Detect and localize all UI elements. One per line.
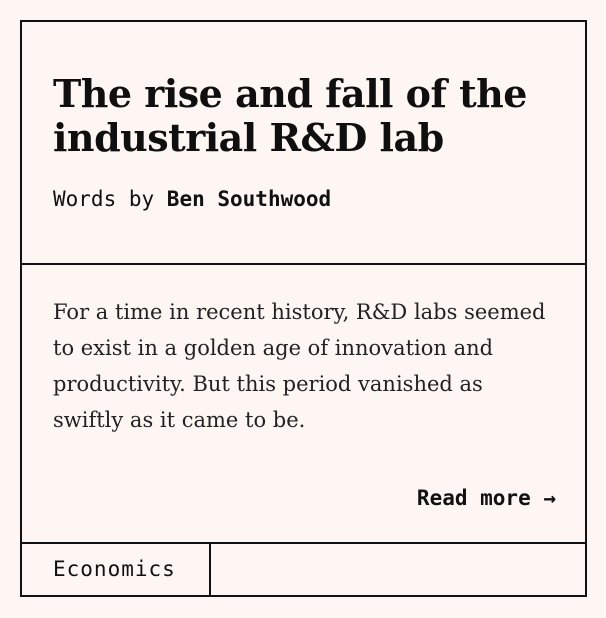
- byline-prefix: Words by: [53, 187, 167, 211]
- article-card: The rise and fall of the industrial R&D …: [20, 20, 587, 597]
- article-title[interactable]: The rise and fall of the industrial R&D …: [53, 71, 527, 160]
- category-tag[interactable]: Economics: [22, 544, 211, 595]
- author-name[interactable]: Ben Southwood: [166, 187, 332, 211]
- read-more-link[interactable]: Read more →: [416, 486, 556, 510]
- card-header: The rise and fall of the industrial R&D …: [22, 22, 585, 265]
- article-excerpt: For a time in recent history, R&D labs s…: [53, 300, 546, 432]
- byline: Words by Ben Southwood: [53, 186, 331, 212]
- card-footer: Economics: [22, 544, 585, 595]
- category-tag-label: Economics: [53, 557, 176, 581]
- card-body: For a time in recent history, R&D labs s…: [22, 265, 585, 544]
